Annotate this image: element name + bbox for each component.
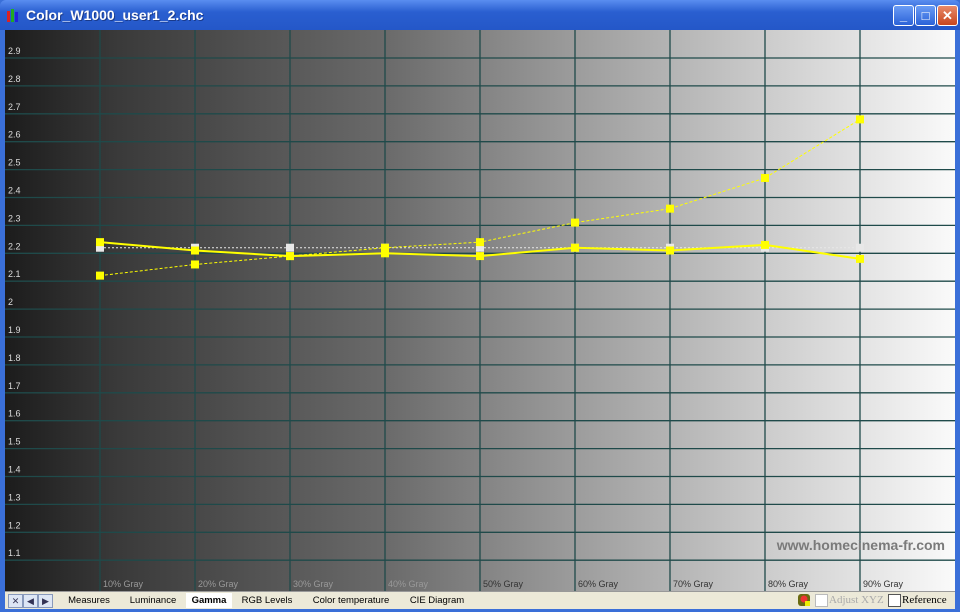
x-tick-label: 80% Gray [768, 579, 809, 589]
data-point-solid [666, 246, 674, 255]
y-tick-label: 2.4 [8, 186, 21, 196]
y-tick-label: 1.6 [8, 409, 21, 419]
data-point-dashed [476, 238, 484, 247]
y-tick-label: 1.8 [8, 353, 21, 363]
data-point-dotted [856, 243, 864, 252]
y-tick-label: 2.6 [8, 130, 21, 140]
y-tick-label: 2.7 [8, 102, 21, 112]
window-title: Color_W1000_user1_2.chc [26, 7, 204, 23]
adjust-xyz-label: Adjust XYZ [829, 594, 884, 606]
close-tab-button[interactable]: ✕ [8, 594, 23, 608]
data-point-dashed [96, 271, 104, 280]
y-tick-label: 1.2 [8, 520, 21, 530]
adjust-xyz-checkbox[interactable] [815, 594, 828, 607]
y-tick-label: 1.9 [8, 325, 21, 335]
data-point-solid [381, 249, 389, 258]
data-point-dashed [381, 243, 389, 252]
data-point-solid [571, 243, 579, 252]
y-tick-label: 1.3 [8, 492, 21, 502]
data-point-solid [761, 240, 769, 249]
data-point-dotted [476, 243, 484, 252]
x-tick-label: 60% Gray [578, 579, 619, 589]
y-tick-label: 2.1 [8, 269, 21, 279]
y-tick-label: 1.4 [8, 465, 21, 475]
tab-bar: ✕ ◀ ▶ Measures Luminance Gamma RGB Level… [5, 591, 955, 609]
tab-rgb-levels[interactable]: RGB Levels [241, 595, 293, 606]
y-tick-label: 2.9 [8, 46, 21, 56]
data-point-solid [191, 246, 199, 255]
chart-app-icon [7, 9, 18, 22]
data-point-solid [476, 252, 484, 261]
y-tick-label: 1.1 [8, 548, 21, 558]
chart-svg: 2.9 2.8 2.7 2.6 2.5 2.4 2.3 2.2 2.1 2 1.9 1.8 1.7 1.6… [5, 30, 955, 591]
data-point-dashed [666, 204, 674, 213]
x-tick-label: 90% Gray [863, 579, 904, 589]
adjust-xyz-icon[interactable] [797, 593, 811, 607]
y-tick-label: 2.8 [8, 74, 21, 84]
gamma-chart: 2.9 2.8 2.7 2.6 2.5 2.4 2.3 2.2 2.1 2 1.9 1.8 1.7 1.6… [5, 30, 955, 591]
close-button[interactable]: ✕ [937, 5, 958, 26]
x-tick-label: 50% Gray [483, 579, 524, 589]
y-tick-label: 2.3 [8, 213, 21, 223]
data-point-dotted [286, 243, 294, 252]
x-tick-label: 20% Gray [198, 579, 239, 589]
data-point-dashed [191, 260, 199, 269]
x-tick-label: 40% Gray [388, 579, 429, 589]
title-bar[interactable]: Color_W1000_user1_2.chc _ □ ✕ [0, 0, 960, 30]
y-tick-label: 2.5 [8, 158, 21, 168]
tab-measures[interactable]: Measures [68, 595, 110, 606]
watermark: www.homecinema-fr.com [776, 537, 945, 553]
y-tick-label: 2 [8, 297, 13, 307]
y-tick-label: 1.5 [8, 437, 21, 447]
data-point-dotted [96, 243, 104, 252]
x-tick-label: 10% Gray [103, 579, 144, 589]
data-point-dashed [571, 218, 579, 227]
data-point-solid [286, 252, 294, 261]
next-tab-button[interactable]: ▶ [38, 594, 53, 608]
y-tick-label: 1.7 [8, 381, 21, 391]
reference-label: Reference [902, 594, 947, 606]
prev-tab-button[interactable]: ◀ [23, 594, 38, 608]
tab-gamma[interactable]: Gamma [186, 593, 232, 608]
data-point-dashed [856, 115, 864, 124]
data-point-solid [96, 238, 104, 247]
maximize-button[interactable]: □ [915, 5, 936, 26]
tab-cie-diagram[interactable]: CIE Diagram [409, 595, 465, 606]
reference-checkbox[interactable] [888, 594, 901, 607]
tab-color-temperature[interactable]: Color temperature [312, 595, 390, 606]
data-point-dashed [761, 173, 769, 182]
minimize-button[interactable]: _ [893, 5, 914, 26]
x-tick-label: 70% Gray [673, 579, 714, 589]
y-tick-label: 2.2 [8, 241, 21, 251]
data-point-solid [856, 254, 864, 263]
x-tick-label: 30% Gray [293, 579, 334, 589]
tab-luminance[interactable]: Luminance [129, 595, 177, 606]
